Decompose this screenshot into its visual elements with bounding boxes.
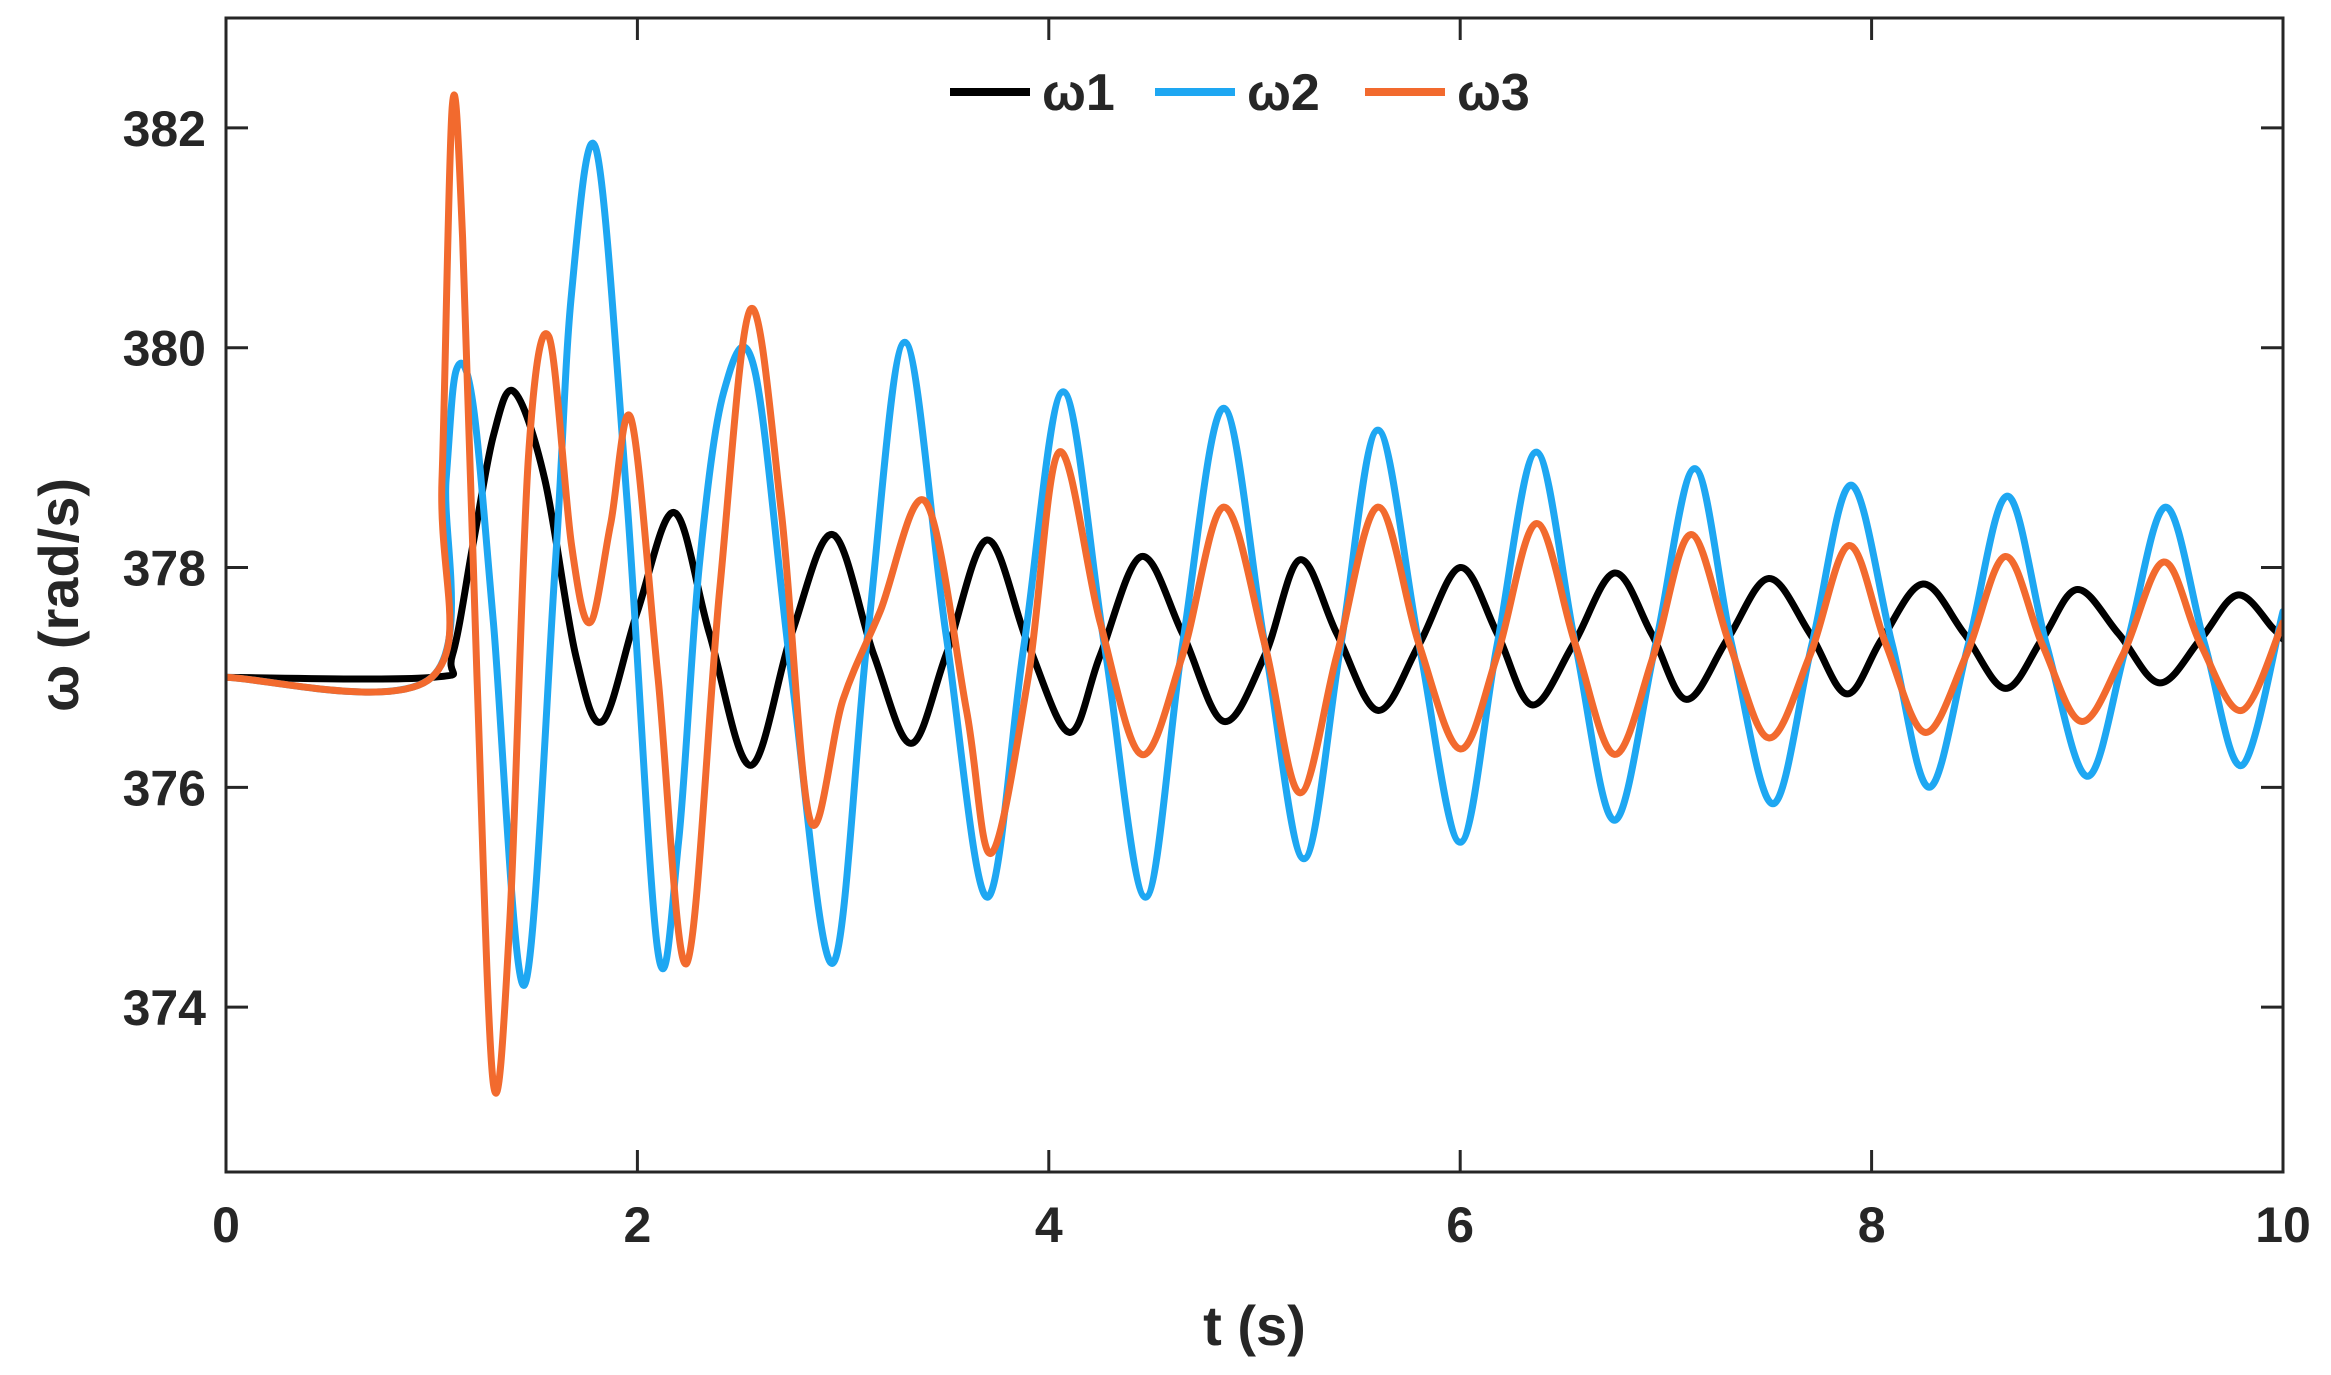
legend-label-omega1: ω1 (1042, 64, 1115, 122)
y-tick-label: 380 (123, 321, 206, 377)
y-tick-label: 374 (123, 980, 207, 1036)
tick-layer: 0 2 4 6 8 10 374 376 378 380 382 (123, 18, 2311, 1253)
x-tick-label: 8 (1858, 1197, 1886, 1253)
y-tick-label: 382 (123, 101, 206, 157)
x-tick-label: 2 (623, 1197, 651, 1253)
y-tick-label: 376 (123, 760, 206, 816)
series-line-omega2 (226, 139, 2283, 989)
legend-label-omega3: ω3 (1457, 64, 1530, 122)
series-layer (226, 91, 2283, 1097)
legend: ω1 ω2 ω3 (935, 55, 1575, 130)
series-line-omega1 (226, 386, 2283, 769)
legend-background (935, 55, 1575, 130)
x-tick-label: 6 (1446, 1197, 1474, 1253)
plot-frame (224, 16, 2285, 1174)
y-axis-label: ω (rad/s) (27, 478, 90, 712)
x-tick-label: 0 (212, 1197, 240, 1253)
y-tick-label: 378 (123, 541, 206, 597)
series-line-omega3 (226, 91, 2283, 1097)
x-axis-label: t (s) (1203, 1294, 1306, 1357)
legend-label-omega2: ω2 (1247, 64, 1320, 122)
x-tick-label: 4 (1035, 1197, 1063, 1253)
x-tick-label: 10 (2255, 1197, 2311, 1253)
